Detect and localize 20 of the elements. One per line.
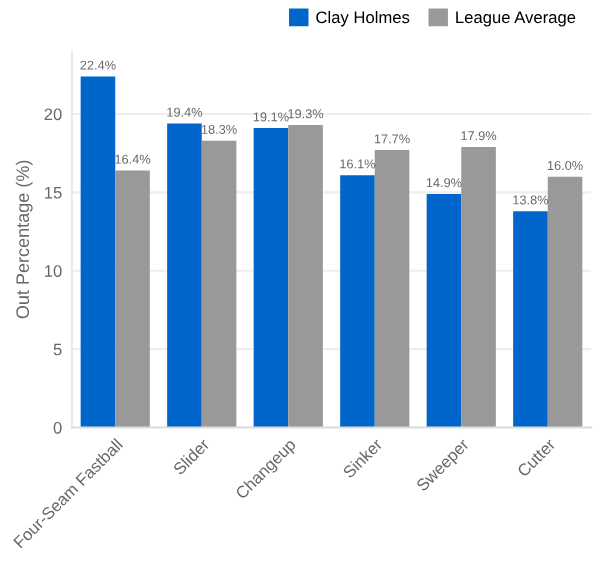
bar — [115, 170, 150, 428]
bar — [253, 128, 289, 428]
bar — [461, 146, 496, 428]
y-axis-title: Out Percentage (%) — [15, 160, 33, 319]
bar — [374, 150, 410, 428]
bar — [80, 76, 116, 428]
y-tick-label: 5 — [53, 343, 62, 356]
y-tick-label: 15 — [45, 186, 62, 199]
bar — [513, 211, 548, 428]
bar — [288, 124, 323, 428]
y-tick-label: 20 — [44, 108, 62, 121]
legend-label: League Average — [456, 11, 576, 27]
legend-label: Clay Holmes — [316, 10, 410, 27]
y-tick-label: 10 — [45, 265, 62, 277]
bar — [167, 123, 202, 428]
bar — [547, 176, 583, 428]
bar — [340, 175, 375, 428]
bar — [426, 193, 462, 428]
y-tick-label: 0 — [53, 421, 62, 434]
bar — [201, 140, 237, 428]
